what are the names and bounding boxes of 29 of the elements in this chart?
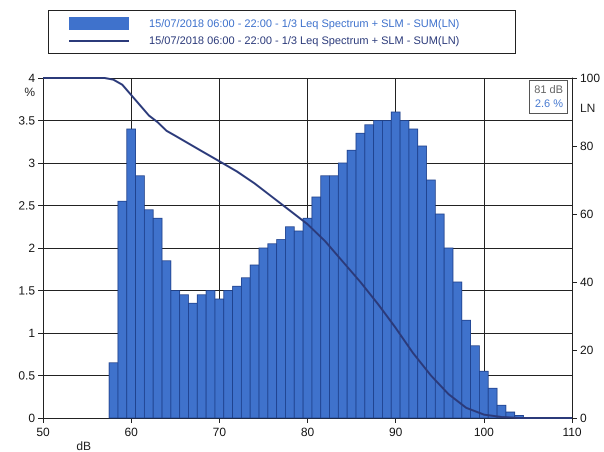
y2-tick-label: 40 — [580, 275, 594, 289]
x-axis-title: dB — [76, 439, 91, 452]
x-tick-label: 100 — [474, 425, 494, 439]
x-tick-label: 60 — [124, 425, 138, 439]
y-tick-label: 2.5 — [18, 198, 36, 212]
y-tick-label: 1 — [28, 326, 36, 340]
y-tick-label: 4 — [28, 71, 36, 85]
y-axis-title: % — [24, 85, 36, 99]
y-tick-label: 3.5 — [18, 114, 36, 128]
text: 15/07/2018 06:00 - 22:00 - 1/3 Leq Spectrum + SLM - SUM(LN) — [149, 18, 460, 30]
x-tick-label: 90 — [388, 425, 403, 439]
y2-tick-label: 20 — [580, 343, 594, 357]
y-tick-label: 0 — [28, 411, 36, 425]
y2-tick-label: 100 — [580, 71, 600, 85]
y-tick-label: 3 — [28, 156, 36, 170]
annotation: 2.6 % — [534, 97, 563, 111]
y-tick-label: 1.5 — [18, 284, 36, 298]
annotation: 81 dB — [534, 83, 563, 97]
y2-tick-label: 0 — [580, 411, 587, 425]
text: 15/07/2018 06:00 - 22:00 - 1/3 Leq Spectrum + SLM - SUM(LN) — [149, 34, 460, 46]
x-tick-label: 110 — [562, 425, 582, 439]
y-tick-label: 2 — [28, 241, 36, 255]
y2-tick-label: 80 — [580, 139, 594, 153]
x-tick-label: 70 — [212, 425, 226, 439]
y-tick-label: 0.5 — [18, 368, 36, 382]
x-tick-label: 50 — [36, 425, 50, 439]
y2-tick-label: 60 — [580, 207, 594, 221]
y2-axis-title: LN — [580, 101, 596, 115]
x-tick-label: 80 — [300, 425, 314, 439]
